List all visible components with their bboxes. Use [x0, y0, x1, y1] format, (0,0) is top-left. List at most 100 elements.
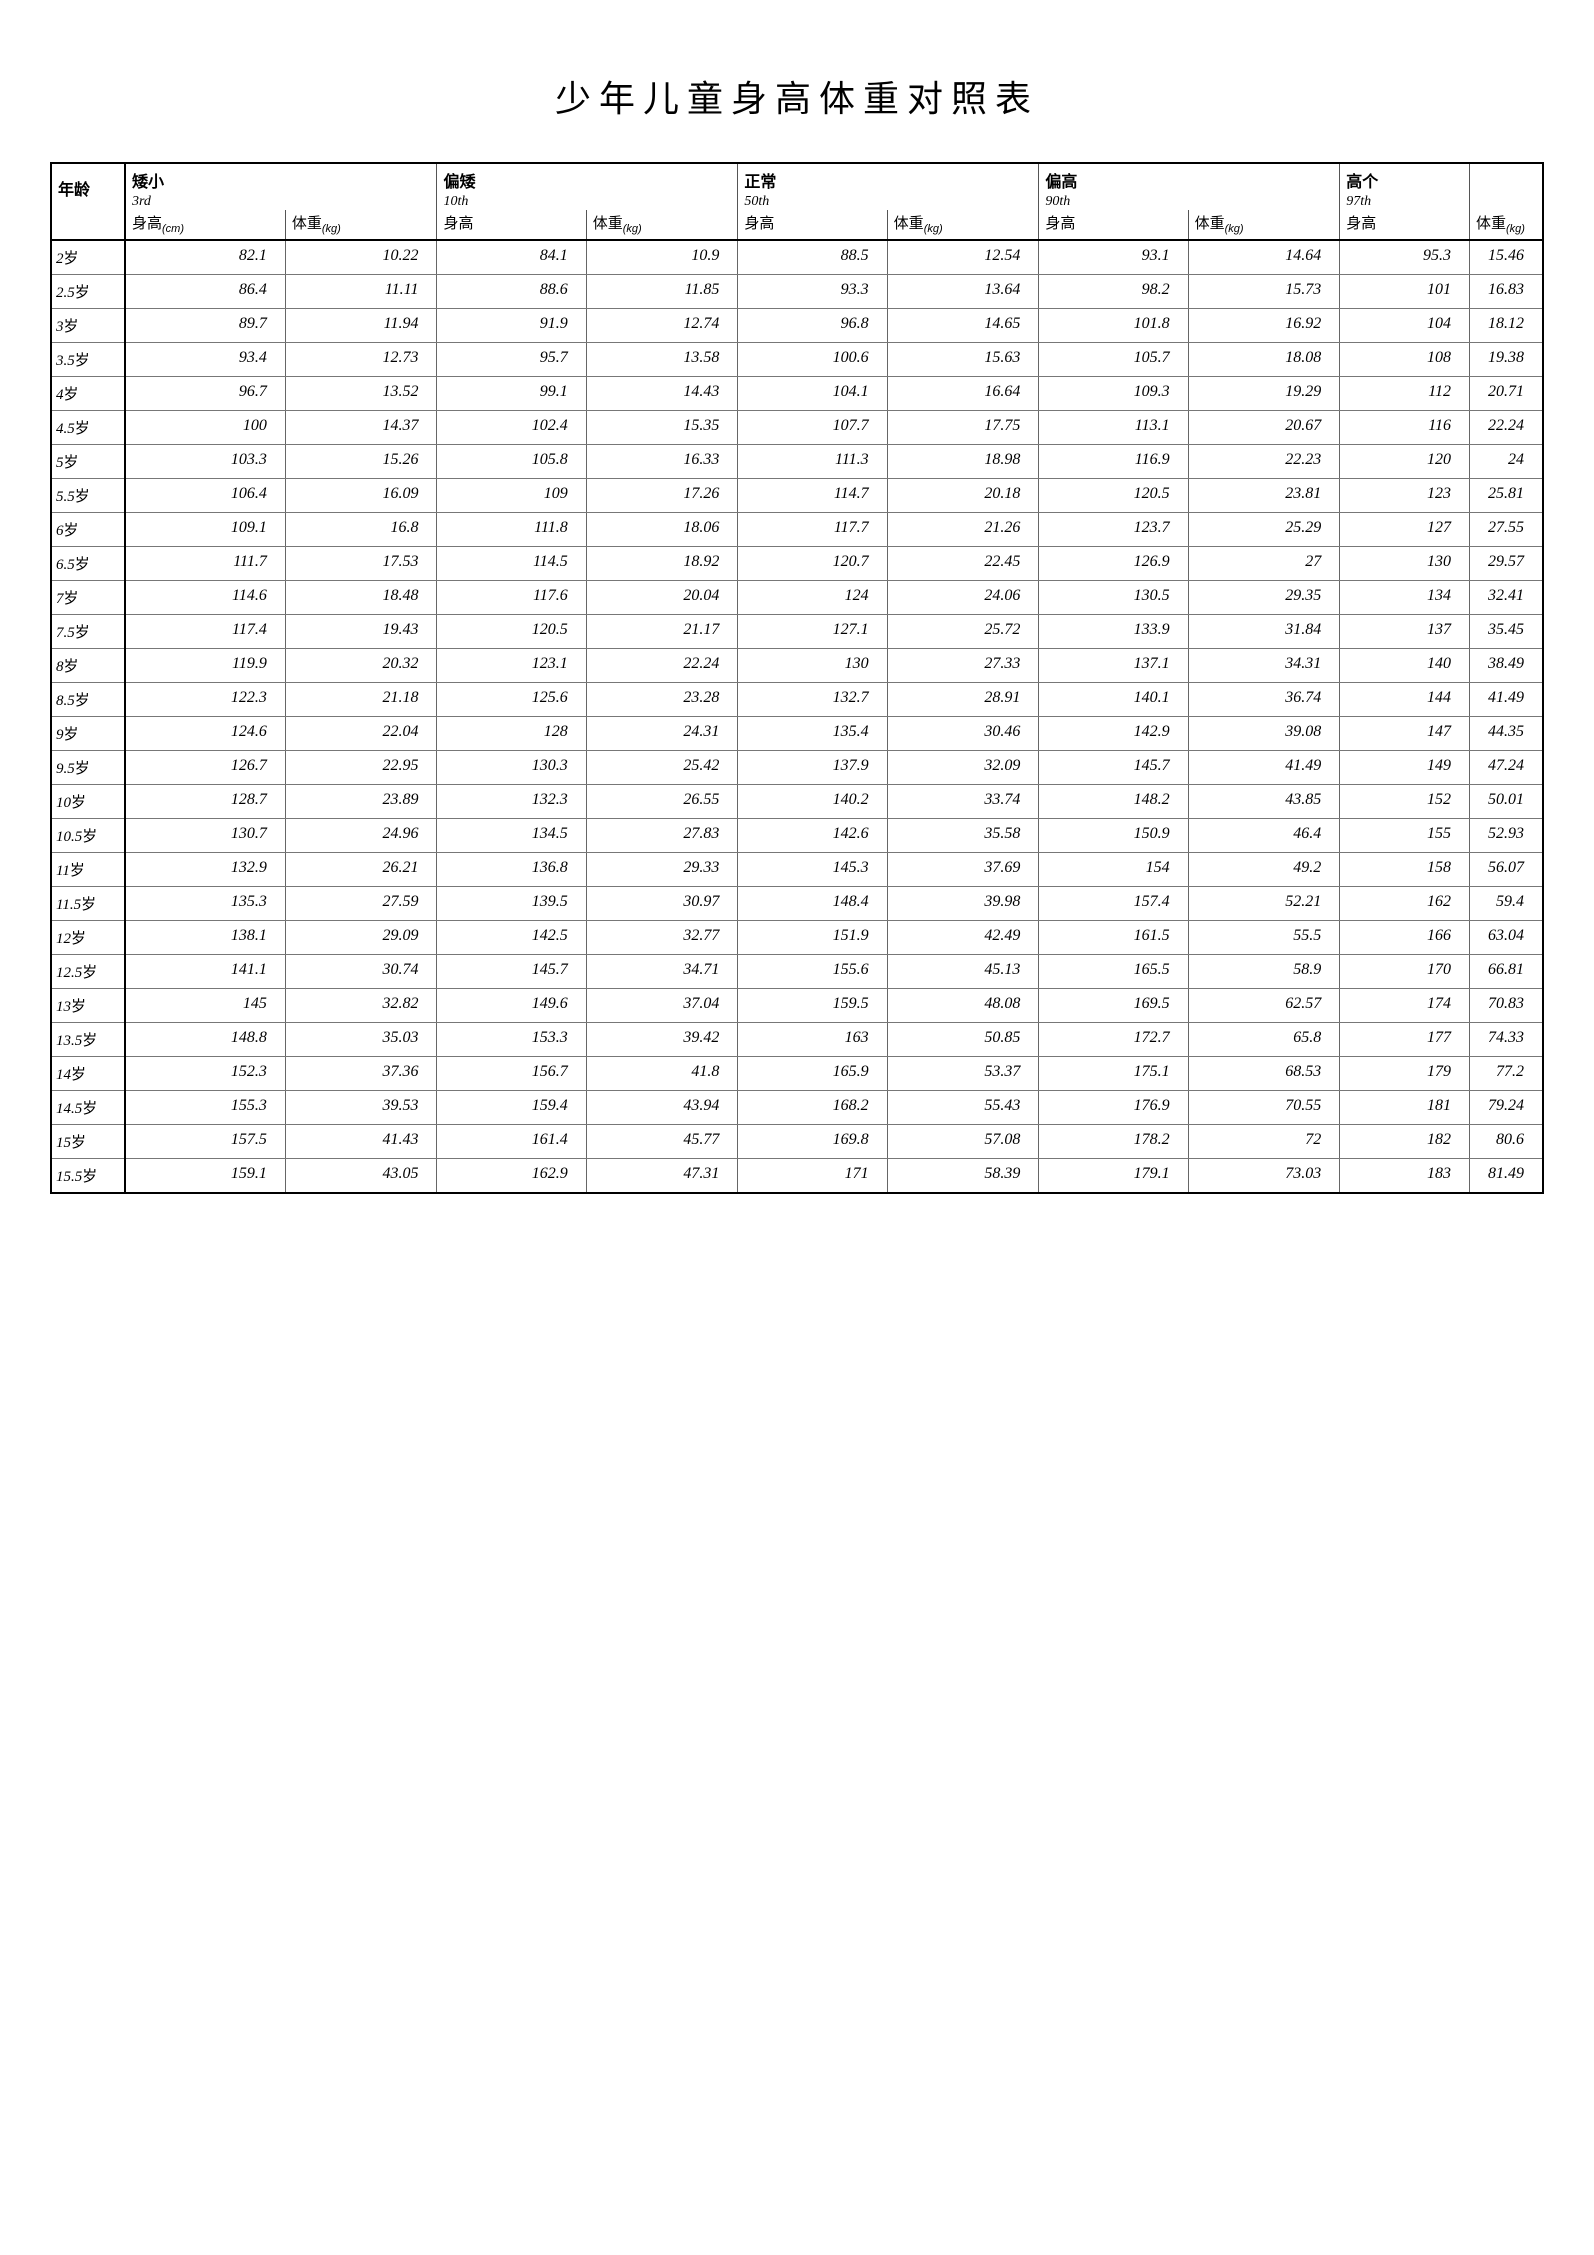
value-cell: 120.5 [1039, 479, 1188, 513]
age-cell: 3.5岁 [51, 343, 125, 377]
value-cell: 17.26 [586, 479, 738, 513]
value-cell: 161.4 [437, 1125, 586, 1159]
group-normal: 正常 [738, 163, 1039, 194]
value-cell: 18.92 [586, 547, 738, 581]
value-cell: 39.42 [586, 1023, 738, 1057]
value-cell: 142.9 [1039, 717, 1188, 751]
table-row: 15.5岁159.143.05162.947.3117158.39179.173… [51, 1159, 1543, 1194]
value-cell: 29.09 [285, 921, 437, 955]
value-cell: 19.43 [285, 615, 437, 649]
table-row: 11岁132.926.21136.829.33145.337.6915449.2… [51, 853, 1543, 887]
table-row: 7岁114.618.48117.620.0412424.06130.529.35… [51, 581, 1543, 615]
value-cell: 24.06 [887, 581, 1039, 615]
age-cell: 7.5岁 [51, 615, 125, 649]
value-cell: 11.94 [285, 309, 437, 343]
value-cell: 111.7 [125, 547, 285, 581]
value-cell: 43.85 [1188, 785, 1340, 819]
value-cell: 132.9 [125, 853, 285, 887]
value-cell: 145.7 [1039, 751, 1188, 785]
value-cell: 181 [1340, 1091, 1470, 1125]
pct-10th: 10th [437, 194, 738, 210]
value-cell: 166 [1340, 921, 1470, 955]
value-cell: 116 [1340, 411, 1470, 445]
age-cell: 10.5岁 [51, 819, 125, 853]
value-cell: 168.2 [738, 1091, 887, 1125]
col-h4: 身高 [1039, 210, 1188, 240]
table-row: 4岁96.713.5299.114.43104.116.64109.319.29… [51, 377, 1543, 411]
value-cell: 30.46 [887, 717, 1039, 751]
value-cell: 32.77 [586, 921, 738, 955]
value-cell: 96.7 [125, 377, 285, 411]
value-cell: 14.65 [887, 309, 1039, 343]
value-cell: 135.3 [125, 887, 285, 921]
value-cell: 58.39 [887, 1159, 1039, 1194]
value-cell: 137.9 [738, 751, 887, 785]
value-cell: 38.49 [1470, 649, 1544, 683]
pct-90th: 90th [1039, 194, 1340, 210]
age-cell: 4岁 [51, 377, 125, 411]
value-cell: 20.71 [1470, 377, 1544, 411]
value-cell: 43.94 [586, 1091, 738, 1125]
value-cell: 47.31 [586, 1159, 738, 1194]
value-cell: 12.73 [285, 343, 437, 377]
table-row: 14岁152.337.36156.741.8165.953.37175.168.… [51, 1057, 1543, 1091]
value-cell: 114.5 [437, 547, 586, 581]
table-row: 9岁124.622.0412824.31135.430.46142.939.08… [51, 717, 1543, 751]
value-cell: 25.42 [586, 751, 738, 785]
value-cell: 18.06 [586, 513, 738, 547]
value-cell: 57.08 [887, 1125, 1039, 1159]
value-cell: 24 [1470, 445, 1544, 479]
value-cell: 140.2 [738, 785, 887, 819]
value-cell: 25.29 [1188, 513, 1340, 547]
value-cell: 104.1 [738, 377, 887, 411]
value-cell: 12.54 [887, 240, 1039, 275]
value-cell: 93.4 [125, 343, 285, 377]
value-cell: 169.8 [738, 1125, 887, 1159]
age-cell: 9.5岁 [51, 751, 125, 785]
value-cell: 52.93 [1470, 819, 1544, 853]
value-cell: 174 [1340, 989, 1470, 1023]
table-row: 12.5岁141.130.74145.734.71155.645.13165.5… [51, 955, 1543, 989]
value-cell: 86.4 [125, 275, 285, 309]
value-cell: 80.6 [1470, 1125, 1544, 1159]
value-cell: 30.97 [586, 887, 738, 921]
value-cell: 105.8 [437, 445, 586, 479]
value-cell: 170 [1340, 955, 1470, 989]
value-cell: 128 [437, 717, 586, 751]
value-cell: 53.37 [887, 1057, 1039, 1091]
value-cell: 19.38 [1470, 343, 1544, 377]
value-cell: 39.08 [1188, 717, 1340, 751]
age-cell: 12岁 [51, 921, 125, 955]
table-row: 6.5岁111.717.53114.518.92120.722.45126.92… [51, 547, 1543, 581]
value-cell: 161.5 [1039, 921, 1188, 955]
value-cell: 147 [1340, 717, 1470, 751]
value-cell: 100.6 [738, 343, 887, 377]
value-cell: 124.6 [125, 717, 285, 751]
value-cell: 22.24 [1470, 411, 1544, 445]
value-cell: 26.21 [285, 853, 437, 887]
value-cell: 70.55 [1188, 1091, 1340, 1125]
value-cell: 19.29 [1188, 377, 1340, 411]
table-row: 2岁82.110.2284.110.988.512.5493.114.6495.… [51, 240, 1543, 275]
value-cell: 72 [1188, 1125, 1340, 1159]
value-cell: 100 [125, 411, 285, 445]
value-cell: 29.57 [1470, 547, 1544, 581]
value-cell: 15.46 [1470, 240, 1544, 275]
value-cell: 18.12 [1470, 309, 1544, 343]
value-cell: 46.4 [1188, 819, 1340, 853]
value-cell: 128.7 [125, 785, 285, 819]
value-cell: 59.4 [1470, 887, 1544, 921]
table-row: 3.5岁93.412.7395.713.58100.615.63105.718.… [51, 343, 1543, 377]
value-cell: 175.1 [1039, 1057, 1188, 1091]
value-cell: 137 [1340, 615, 1470, 649]
value-cell: 22.24 [586, 649, 738, 683]
group-low: 偏矮 [437, 163, 738, 194]
value-cell: 39.98 [887, 887, 1039, 921]
value-cell: 10.22 [285, 240, 437, 275]
pct-50th: 50th [738, 194, 1039, 210]
value-cell: 16.09 [285, 479, 437, 513]
value-cell: 42.49 [887, 921, 1039, 955]
value-cell: 37.69 [887, 853, 1039, 887]
value-cell: 27.59 [285, 887, 437, 921]
value-cell: 23.28 [586, 683, 738, 717]
